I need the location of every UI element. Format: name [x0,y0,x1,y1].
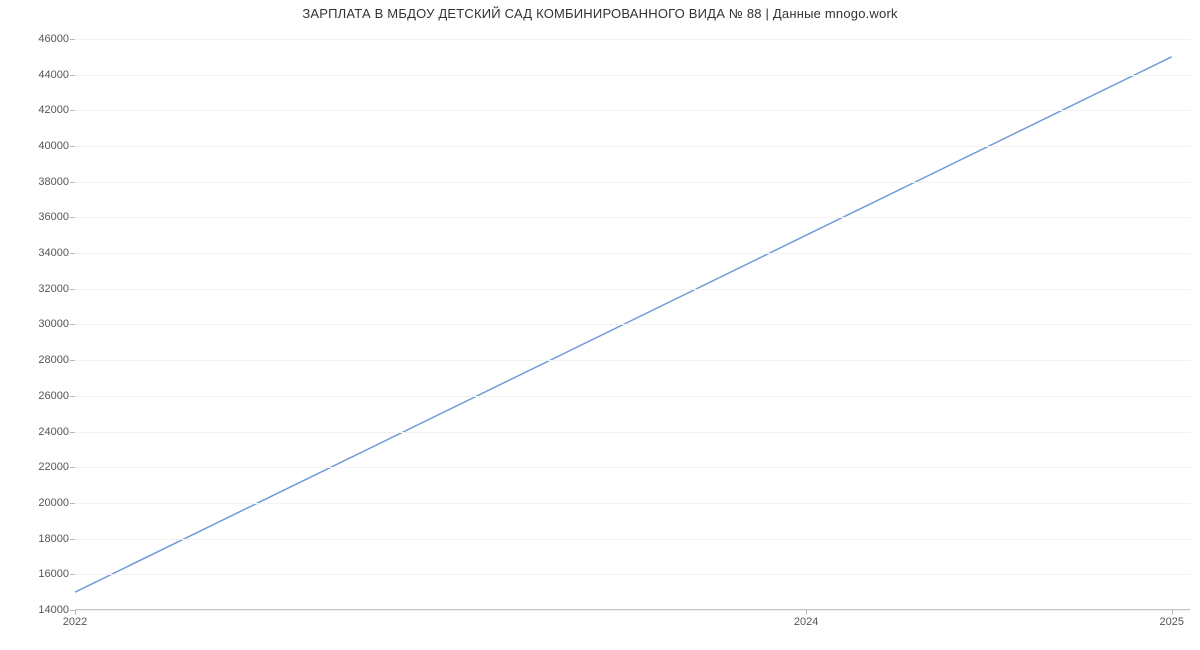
y-tick-label: 26000 [38,390,69,402]
grid-line [75,253,1190,254]
grid-line [75,432,1190,433]
y-tick-mark [70,324,75,325]
y-tick-mark [70,574,75,575]
y-tick-label: 18000 [38,533,69,545]
y-tick-label: 22000 [38,461,69,473]
y-tick-label: 46000 [38,33,69,45]
grid-line [75,146,1190,147]
y-tick-mark [70,432,75,433]
x-tick-label: 2025 [1159,616,1183,628]
y-tick-label: 24000 [38,426,69,438]
y-tick-mark [70,467,75,468]
y-tick-label: 42000 [38,104,69,116]
y-tick-label: 16000 [38,568,69,580]
y-tick-label: 38000 [38,176,69,188]
salary-chart: ЗАРПЛАТА В МБДОУ ДЕТСКИЙ САД КОМБИНИРОВА… [0,0,1200,650]
y-tick-mark [70,39,75,40]
y-tick-label: 30000 [38,318,69,330]
y-tick-mark [70,360,75,361]
grid-line [75,289,1190,290]
x-tick-label: 2022 [63,616,87,628]
grid-line [75,503,1190,504]
y-tick-label: 28000 [38,354,69,366]
y-tick-label: 40000 [38,140,69,152]
plot-area: 1400016000180002000022000240002600028000… [75,30,1190,610]
y-tick-mark [70,253,75,254]
line-layer [75,30,1190,610]
y-tick-label: 34000 [38,247,69,259]
y-tick-label: 36000 [38,211,69,223]
grid-line [75,610,1190,611]
grid-line [75,39,1190,40]
grid-line [75,110,1190,111]
y-tick-mark [70,396,75,397]
x-tick-mark [75,610,76,615]
grid-line [75,539,1190,540]
y-tick-mark [70,146,75,147]
y-tick-label: 44000 [38,69,69,81]
chart-title: ЗАРПЛАТА В МБДОУ ДЕТСКИЙ САД КОМБИНИРОВА… [0,6,1200,21]
grid-line [75,75,1190,76]
grid-line [75,574,1190,575]
y-tick-mark [70,75,75,76]
y-tick-mark [70,503,75,504]
y-tick-mark [70,217,75,218]
y-tick-mark [70,539,75,540]
y-tick-mark [70,110,75,111]
y-tick-label: 32000 [38,283,69,295]
x-tick-mark [806,610,807,615]
grid-line [75,360,1190,361]
y-tick-mark [70,289,75,290]
x-tick-label: 2024 [794,616,818,628]
y-tick-mark [70,182,75,183]
grid-line [75,182,1190,183]
grid-line [75,217,1190,218]
x-tick-mark [1172,610,1173,615]
grid-line [75,396,1190,397]
y-tick-label: 20000 [38,497,69,509]
grid-line [75,467,1190,468]
grid-line [75,324,1190,325]
y-tick-label: 14000 [38,604,69,616]
